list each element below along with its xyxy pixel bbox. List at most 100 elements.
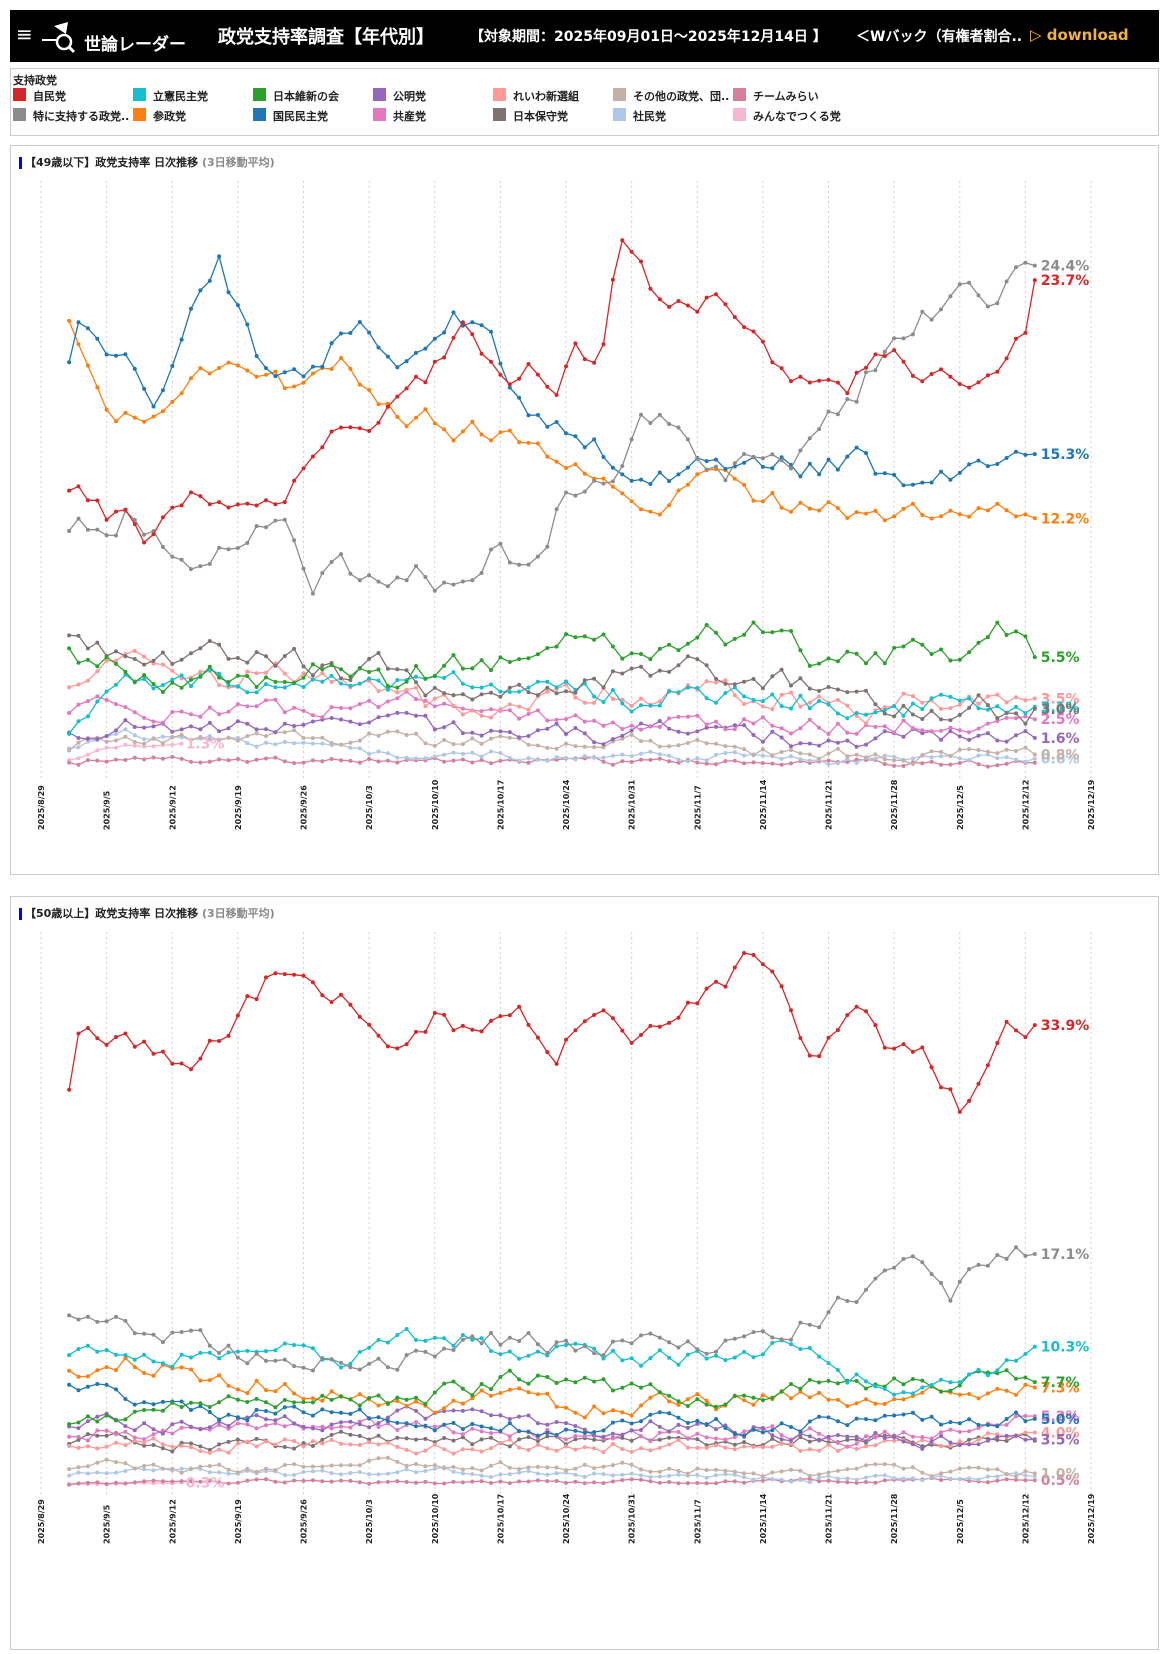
data-point[interactable] [779,1337,784,1342]
data-point[interactable] [760,715,765,720]
data-point[interactable] [310,454,315,459]
data-point[interactable] [564,1468,568,1473]
data-point[interactable] [114,702,118,707]
data-point[interactable] [592,745,597,750]
data-point[interactable] [573,493,578,498]
data-point[interactable] [854,1004,859,1009]
data-point[interactable] [395,1395,400,1400]
hamburger-menu-icon[interactable]: ≡ [16,22,33,46]
data-point[interactable] [554,1433,559,1437]
data-point[interactable] [170,1364,175,1369]
data-point[interactable] [854,757,859,762]
data-point[interactable] [292,680,297,685]
data-point[interactable] [1023,698,1028,703]
data-point[interactable] [310,673,315,678]
data-point[interactable] [770,1433,775,1438]
data-point[interactable] [151,1402,156,1407]
data-point[interactable] [939,754,943,759]
data-point[interactable] [273,730,278,735]
data-point[interactable] [132,522,137,527]
data-point[interactable] [685,1397,690,1402]
data-point[interactable] [592,1430,597,1435]
data-point[interactable] [142,737,147,742]
data-point[interactable] [376,1421,381,1426]
data-point[interactable] [554,685,559,690]
data-point[interactable] [292,1400,297,1405]
data-point[interactable] [582,1481,587,1486]
data-point[interactable] [882,1429,887,1434]
data-point[interactable] [629,1381,634,1386]
data-point[interactable] [479,1382,484,1386]
data-point[interactable] [470,666,475,671]
data-point[interactable] [639,727,643,732]
data-point[interactable] [264,734,268,739]
data-point[interactable] [770,491,775,495]
data-point[interactable] [320,1398,325,1403]
data-point[interactable] [189,306,193,311]
data-point[interactable] [385,1340,390,1345]
data-point[interactable] [564,717,568,721]
data-point[interactable] [882,708,887,713]
data-point[interactable] [545,685,550,690]
data-point[interactable] [198,564,203,569]
data-point[interactable] [535,1478,540,1483]
data-point[interactable] [160,690,165,694]
data-point[interactable] [385,729,390,734]
data-point[interactable] [292,538,297,543]
data-point[interactable] [892,1435,897,1439]
data-point[interactable] [489,547,493,552]
data-point[interactable] [770,729,775,734]
data-point[interactable] [620,727,625,731]
data-point[interactable] [845,716,850,721]
data-point[interactable] [320,1437,325,1442]
data-point[interactable] [714,630,718,635]
data-point[interactable] [826,457,831,462]
data-point[interactable] [414,685,418,690]
data-point[interactable] [460,1447,465,1452]
data-point[interactable] [685,731,690,736]
data-point[interactable] [282,500,287,505]
data-point[interactable] [564,1444,568,1449]
data-point[interactable] [151,736,156,741]
data-point[interactable] [910,637,915,642]
data-point[interactable] [564,1480,568,1485]
data-point[interactable] [976,693,981,698]
data-point[interactable] [348,571,353,576]
data-point[interactable] [301,380,306,385]
data-point[interactable] [732,1469,737,1474]
data-point[interactable] [198,1401,203,1406]
data-point[interactable] [564,741,568,746]
data-point[interactable] [957,382,962,386]
data-point[interactable] [948,1427,953,1432]
data-point[interactable] [657,1424,662,1429]
data-point[interactable] [873,508,878,513]
data-point[interactable] [142,1440,147,1445]
data-point[interactable] [432,1428,437,1433]
data-point[interactable] [385,1440,390,1445]
data-point[interactable] [414,1029,418,1034]
data-point[interactable] [142,744,147,749]
data-point[interactable] [751,760,756,765]
data-point[interactable] [432,1466,437,1471]
data-point[interactable] [489,1331,493,1335]
data-point[interactable] [835,1419,840,1424]
data-point[interactable] [864,1480,868,1484]
data-point[interactable] [910,373,915,378]
data-point[interactable] [714,1481,718,1486]
data-point[interactable] [264,1439,268,1444]
data-point[interactable] [901,1382,906,1387]
data-point[interactable] [385,1455,390,1460]
data-point[interactable] [498,1375,503,1379]
data-point[interactable] [676,1468,681,1473]
data-point[interactable] [629,1341,634,1346]
data-point[interactable] [207,562,212,566]
data-point[interactable] [592,1480,597,1485]
data-point[interactable] [545,1430,550,1435]
data-point[interactable] [554,1381,559,1385]
data-point[interactable] [479,1388,484,1393]
data-point[interactable] [160,756,165,761]
data-point[interactable] [489,1446,493,1451]
data-point[interactable] [770,1428,775,1433]
data-point[interactable] [573,1341,578,1346]
data-point[interactable] [292,478,297,483]
